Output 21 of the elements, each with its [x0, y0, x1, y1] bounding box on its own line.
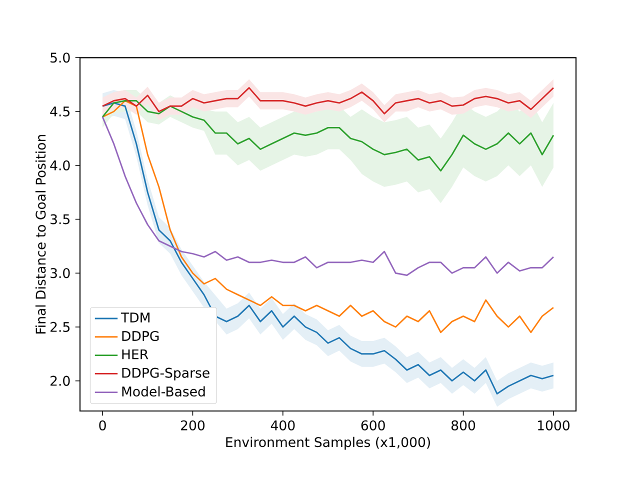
x-tick-label: 800 [451, 420, 476, 430]
legend-label: TDM [120, 312, 150, 322]
y-tick-label: 5.0 [50, 52, 70, 63]
x-tick-label: 600 [361, 420, 385, 430]
y-tick-label: 2.0 [50, 376, 70, 386]
x-axis-title: Environment Samples (x1,000) [226, 436, 430, 450]
line-series [102, 100, 554, 172]
y-tick-label: 3.5 [50, 214, 70, 224]
x-tick-label: 1000 [538, 420, 570, 430]
x-tick-label: 400 [270, 420, 295, 430]
y-tick-label: 3.0 [50, 268, 70, 278]
x-tick-label: 200 [181, 420, 205, 430]
legend-label: DDPG-Sparse [122, 368, 210, 380]
y-tick-label: 2.5 [50, 322, 70, 332]
legend-label: DDPG [122, 330, 159, 342]
y-tick-label: 4.0 [50, 160, 70, 170]
y-tick-label: 4.5 [50, 106, 70, 116]
y-axis-title: Final Distance to Goal Position [35, 134, 46, 334]
x-tick-label: 0 [99, 420, 106, 430]
legend-label: Model-Based [122, 386, 205, 397]
legend-label: HER [122, 349, 148, 360]
